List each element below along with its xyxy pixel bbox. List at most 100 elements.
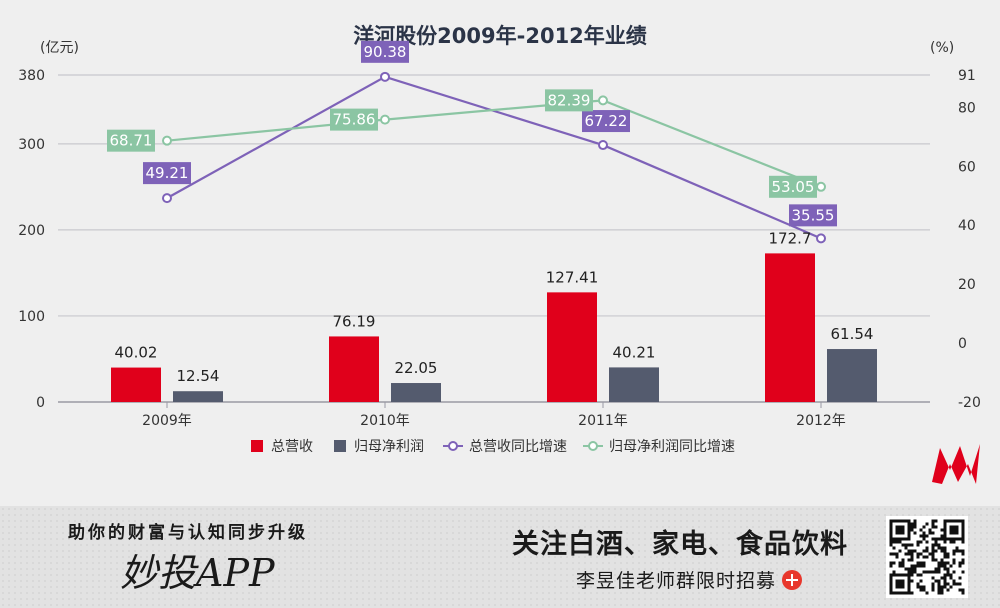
revenue-growth-label: 90.38 xyxy=(364,43,407,61)
qr-cell xyxy=(916,540,920,544)
qr-cell xyxy=(901,579,905,583)
qr-cell xyxy=(907,543,911,547)
line-profit-growth xyxy=(166,99,822,188)
line-point xyxy=(816,181,826,192)
qr-cell xyxy=(919,579,923,583)
qr-cell xyxy=(937,570,941,574)
qr-cell xyxy=(958,582,962,586)
bar-value-label: 40.21 xyxy=(613,343,656,361)
qr-cell xyxy=(946,582,950,586)
qr-cell xyxy=(931,531,935,535)
qr-cell xyxy=(952,558,956,562)
qr-cell xyxy=(949,525,953,529)
qr-cell xyxy=(943,582,947,586)
bar-value-label: 172.7 xyxy=(769,229,812,247)
qr-cell xyxy=(943,552,947,556)
qr-code-icon[interactable] xyxy=(886,516,968,598)
qr-cell xyxy=(892,552,896,556)
bar-value-label: 40.02 xyxy=(115,344,158,362)
qr-cell xyxy=(952,531,956,535)
app-name: 妙投APP xyxy=(120,551,275,595)
qr-cell xyxy=(901,519,905,523)
qr-cell xyxy=(934,543,938,547)
qr-cell xyxy=(940,528,944,532)
qr-cell xyxy=(907,525,911,529)
qr-cell xyxy=(907,549,911,553)
qr-cell xyxy=(913,564,917,568)
left-tick-label: 300 xyxy=(18,137,45,153)
qr-cell xyxy=(937,543,941,547)
legend: 总营收 归母净利润 总营收同比增速 归母净利润同比增速 xyxy=(251,438,735,455)
qr-cell xyxy=(931,549,935,553)
recruit-link[interactable]: 李昱佳老师群限时招募 xyxy=(576,566,803,593)
qr-cell xyxy=(934,579,938,583)
qr-cell xyxy=(961,561,965,565)
qr-cell xyxy=(910,591,914,595)
qr-cell xyxy=(913,549,917,553)
qr-cell xyxy=(889,579,893,583)
qr-cell xyxy=(919,561,923,565)
qr-cell xyxy=(889,576,893,580)
qr-cell xyxy=(907,582,911,586)
qr-cell xyxy=(922,588,926,592)
qr-cell xyxy=(934,537,938,541)
qr-cell xyxy=(925,591,929,595)
revenue-growth-label: 35.55 xyxy=(792,206,835,224)
legend-label: 归母净利润同比增速 xyxy=(609,438,735,455)
lines xyxy=(162,71,826,244)
qr-cell xyxy=(922,561,926,565)
qr-cell xyxy=(922,570,926,574)
right-tick-label: 80 xyxy=(958,100,976,116)
qr-cell xyxy=(901,528,905,532)
profit-growth-label-bg xyxy=(769,175,817,198)
bar-value-label: 127.41 xyxy=(546,268,599,286)
qr-cell xyxy=(889,537,893,541)
bar-net-profit xyxy=(827,349,877,402)
qr-cell xyxy=(934,567,938,571)
qr-cell xyxy=(889,573,893,577)
right-tick-label: 40 xyxy=(958,218,976,234)
qr-cell xyxy=(940,558,944,562)
right-axis-unit: (%) xyxy=(930,40,954,56)
bar-revenue xyxy=(765,253,815,402)
qr-cell xyxy=(961,540,965,544)
qr-cell xyxy=(910,549,914,553)
x-tick-label: 2010年 xyxy=(360,413,410,429)
revenue-growth-label-bg xyxy=(789,204,837,227)
qr-cell xyxy=(931,543,935,547)
qr-cell xyxy=(952,540,956,544)
qr-cell xyxy=(937,564,941,568)
qr-cell xyxy=(901,558,905,562)
qr-cell xyxy=(937,585,941,589)
revenue-growth-label-bg xyxy=(143,162,191,185)
qr-cell xyxy=(889,522,893,526)
promo-banner xyxy=(0,506,1000,608)
qr-cell xyxy=(889,561,893,565)
qr-cell xyxy=(919,588,923,592)
bar-revenue xyxy=(111,367,161,402)
legend-label: 归母净利润 xyxy=(354,438,424,455)
qr-cell xyxy=(952,570,956,574)
qr-cell xyxy=(919,540,923,544)
qr-cell xyxy=(943,564,947,568)
qr-cell xyxy=(889,552,893,556)
qr-cell xyxy=(898,519,902,523)
line-point xyxy=(380,71,390,82)
qr-cell xyxy=(928,552,932,556)
profit-growth-label: 82.39 xyxy=(548,91,591,109)
qr-cell xyxy=(931,522,935,526)
qr-cell xyxy=(898,579,902,583)
qr-cell xyxy=(901,585,905,589)
qr-cell xyxy=(898,582,902,586)
left-tick-label: 100 xyxy=(18,309,45,325)
qr-cell xyxy=(931,576,935,580)
legend-label: 总营收同比增速 xyxy=(469,439,567,455)
qr-cell xyxy=(907,576,911,580)
plus-circle-icon xyxy=(782,569,803,590)
qr-cell xyxy=(898,531,902,535)
qr-cell xyxy=(961,549,965,553)
qr-cell xyxy=(901,582,905,586)
qr-cell xyxy=(925,534,929,538)
qr-cell xyxy=(934,525,938,529)
qr-cell xyxy=(892,537,896,541)
